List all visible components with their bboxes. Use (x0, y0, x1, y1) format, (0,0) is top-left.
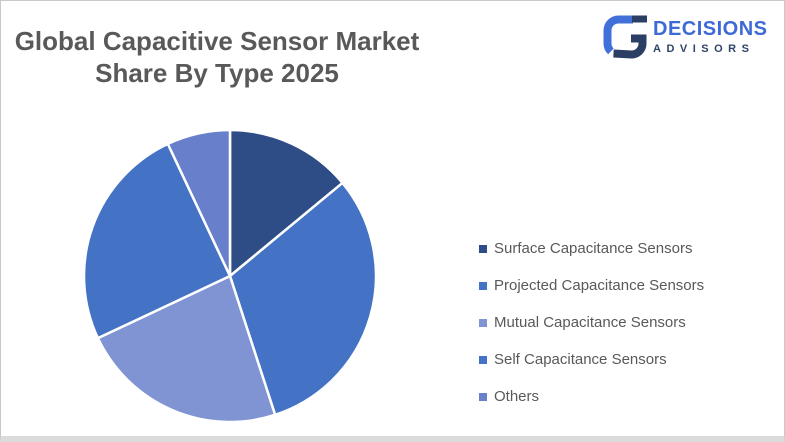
pie-slice-1 (228, 128, 344, 278)
logo-g-arc-blue (603, 15, 633, 55)
legend-item: Self Capacitance Sensors (479, 351, 704, 368)
logo-g-bar-navy (632, 15, 647, 23)
legend-label: Projected Capacitance Sensors (494, 277, 705, 294)
legend-label: Self Capacitance Sensors (494, 351, 667, 368)
legend-swatch-icon (479, 355, 487, 364)
chart-legend: Surface Capacitance Sensors Projected Cap… (479, 240, 705, 426)
chart-title-line1: Global Capacitive Sensor Market (14, 26, 420, 56)
legend-label: Mutual Capacitance Sensors (494, 314, 686, 331)
legend-swatch-icon (479, 281, 487, 290)
decisions-advisors-logo: DECISIONS ADVISORS (603, 15, 768, 59)
legend-item: Surface Capacitance Sensors (479, 240, 704, 257)
legend-item: Projected Capacitance Sensors (479, 277, 705, 294)
pie-slice-2 (228, 181, 378, 417)
decisions-advisors-logo-icon (603, 15, 647, 59)
pie-chart (82, 128, 378, 424)
chart-title-line2: Share By Type 2025 (95, 58, 339, 88)
legend-swatch-icon (479, 318, 487, 327)
pie-slice-4 (82, 142, 232, 340)
logo-subname: ADVISORS (653, 43, 755, 55)
legend-swatch-icon (479, 392, 487, 401)
legend-label: Others (494, 388, 540, 405)
legend-label: Surface Capacitance Sensors (494, 240, 693, 257)
chart-title: Global Capacitive Sensor Market Share By… (1, 25, 433, 89)
pie-slice-5 (166, 128, 232, 278)
pie-slice-3 (96, 274, 277, 424)
logo-g-hook-navy (613, 34, 647, 59)
legend-swatch-icon (479, 244, 487, 253)
logo-text: DECISIONS ADVISORS (653, 15, 768, 55)
legend-item: Mutual Capacitance Sensors (479, 314, 704, 331)
legend-item: Others (479, 388, 704, 405)
logo-name: DECISIONS (653, 18, 768, 40)
